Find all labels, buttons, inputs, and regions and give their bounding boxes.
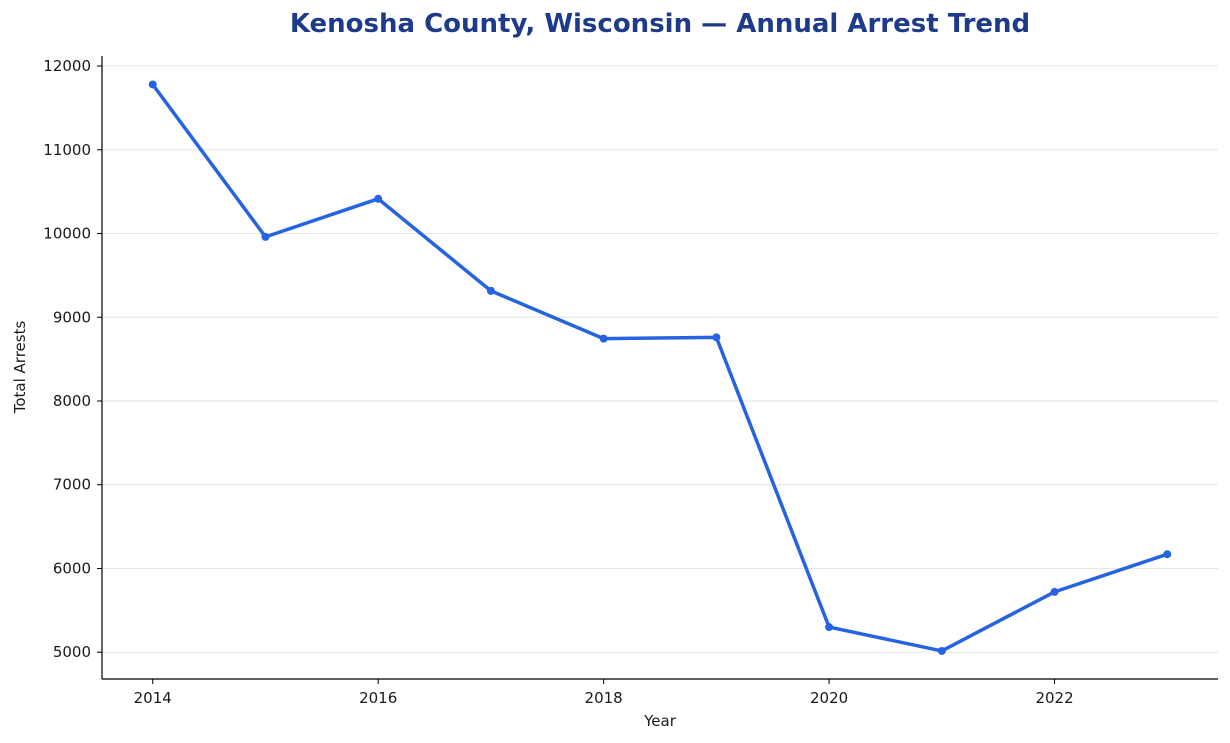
x-tick-label: 2016 (359, 689, 397, 707)
x-tick-label: 2020 (810, 689, 848, 707)
x-tick-label: 2022 (1035, 689, 1073, 707)
data-point (937, 646, 946, 655)
x-tick-label: 2018 (585, 689, 623, 707)
y-tick-label: 12000 (43, 57, 91, 75)
y-axis-ticks: 5000 6000 7000 8000 9000 10000 11000 12000 (43, 57, 102, 661)
x-axis-label: Year (643, 712, 677, 730)
y-tick-label: 5000 (53, 643, 91, 661)
y-tick-label: 8000 (53, 392, 91, 410)
y-tick-label: 11000 (43, 141, 91, 159)
y-tick-label: 7000 (53, 476, 91, 494)
x-tick-label: 2014 (134, 689, 172, 707)
data-point (599, 334, 608, 343)
y-tick-label: 9000 (53, 308, 91, 326)
chart-title: Kenosha County, Wisconsin — Annual Arres… (290, 9, 1030, 39)
series (148, 80, 1172, 655)
y-axis-label: Total Arrests (11, 321, 29, 415)
data-point (1163, 550, 1172, 559)
data-point (148, 80, 157, 89)
axes (101, 56, 1218, 680)
data-point (374, 194, 383, 203)
y-tick-label: 6000 (53, 559, 91, 577)
y-tick-label: 10000 (43, 225, 91, 243)
data-point (261, 232, 270, 241)
data-point (825, 623, 834, 632)
data-point (486, 286, 495, 295)
gridlines (102, 65, 1218, 653)
series-line (150, 82, 1170, 653)
data-point (712, 333, 721, 342)
x-axis-ticks: 2014 2016 2018 2020 2022 (134, 679, 1074, 707)
data-point (1050, 587, 1059, 596)
